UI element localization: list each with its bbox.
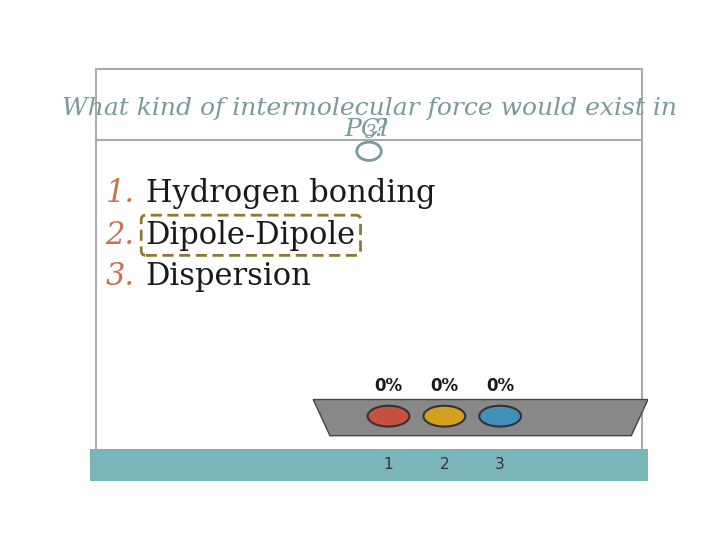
- Text: 0%: 0%: [374, 377, 402, 395]
- Text: 3: 3: [365, 124, 377, 141]
- FancyBboxPatch shape: [90, 449, 648, 481]
- Text: 0%: 0%: [486, 377, 514, 395]
- Text: 3.: 3.: [106, 261, 135, 292]
- Text: What kind of intermolecular force would exist in: What kind of intermolecular force would …: [61, 97, 677, 120]
- Text: 0%: 0%: [431, 377, 459, 395]
- Text: 2.: 2.: [106, 220, 135, 251]
- FancyBboxPatch shape: [96, 69, 642, 476]
- Ellipse shape: [480, 406, 521, 427]
- Text: 1: 1: [384, 457, 393, 472]
- Text: Dipole-Dipole: Dipole-Dipole: [145, 220, 356, 251]
- Text: ?: ?: [373, 118, 387, 141]
- Text: 2: 2: [439, 457, 449, 472]
- Polygon shape: [313, 400, 648, 436]
- Text: 1.: 1.: [106, 178, 135, 209]
- Text: 3: 3: [495, 457, 505, 472]
- Ellipse shape: [368, 406, 410, 427]
- Text: PCl: PCl: [344, 118, 388, 141]
- Ellipse shape: [423, 406, 465, 427]
- Text: Dispersion: Dispersion: [145, 261, 312, 292]
- Text: Hydrogen bonding: Hydrogen bonding: [145, 178, 436, 209]
